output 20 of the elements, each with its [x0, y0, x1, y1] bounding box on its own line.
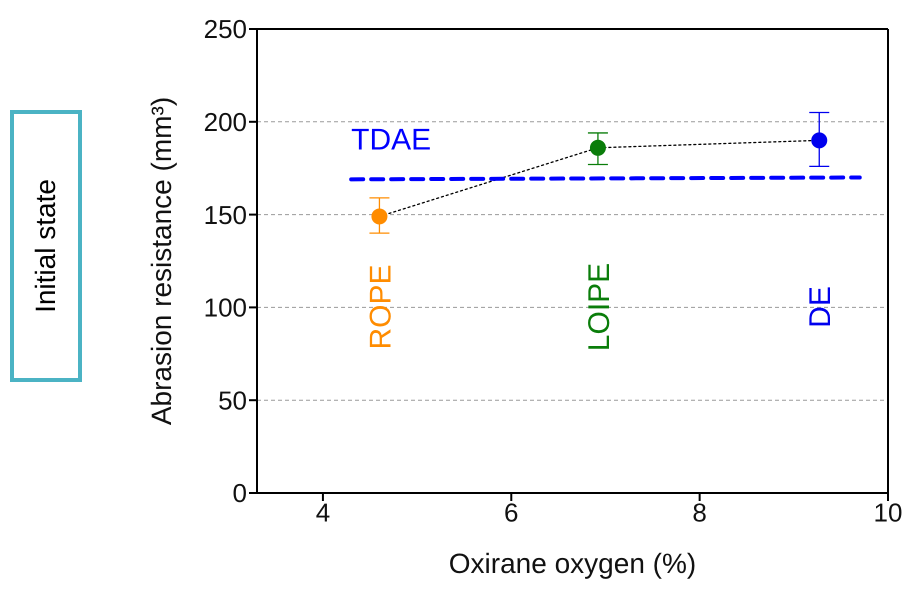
- y-tick-label: 100: [204, 292, 247, 323]
- text: ROPE: [364, 264, 398, 350]
- series-label: TDAE: [351, 123, 432, 156]
- text: Initial state: [30, 179, 62, 313]
- text: DE: [804, 286, 838, 328]
- y-tick-label: 50: [218, 385, 247, 416]
- point: [590, 140, 606, 156]
- x-tick-label: 4: [316, 497, 330, 528]
- point: [811, 132, 828, 148]
- y-axis-title: Abrasion resistance (mm³): [146, 96, 177, 426]
- x-tick-label: 10: [874, 497, 902, 528]
- y-tick-label: 200: [204, 107, 247, 138]
- y-tick-label: 150: [204, 200, 247, 230]
- text: LOIPE: [582, 262, 616, 352]
- x-tick-label: 8: [692, 497, 707, 528]
- x-axis-title: Oxirane oxygen (%): [448, 548, 696, 579]
- x-tick-label: 6: [504, 497, 519, 528]
- y-tick-label: 0: [232, 478, 247, 508]
- y-tick-label: 250: [204, 14, 247, 44]
- point: [371, 208, 388, 224]
